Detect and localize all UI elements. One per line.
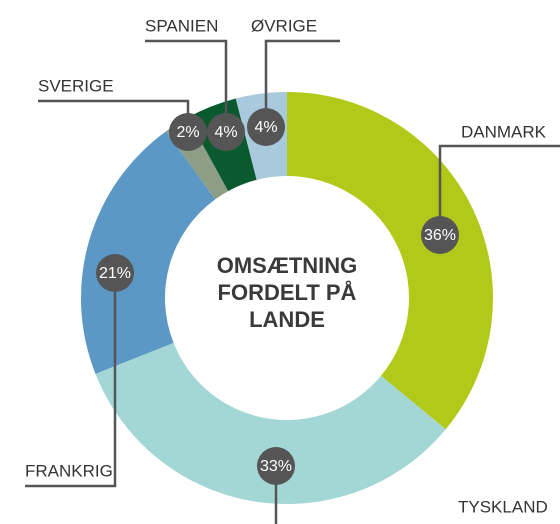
data-label-badge [257, 447, 295, 485]
data-label-badge [207, 113, 245, 151]
data-label: 36% [424, 227, 456, 244]
data-label: 4% [214, 124, 237, 141]
category-label: SPANIEN [145, 16, 218, 35]
data-label: 33% [260, 458, 292, 475]
category-label: FRANKRIG [25, 461, 113, 480]
data-label-badge [169, 113, 207, 151]
data-label: 2% [176, 124, 199, 141]
leader-line [264, 39, 340, 127]
leader-line [438, 144, 560, 235]
category-label: TYSKLAND [458, 497, 548, 516]
category-label: DANMARK [461, 122, 547, 141]
donut-slice [95, 342, 446, 505]
data-label-badge [421, 216, 459, 254]
leader-line [145, 39, 228, 132]
data-label: 21% [99, 265, 131, 282]
data-label-badge [96, 254, 134, 292]
category-label: SVERIGE [38, 76, 114, 95]
donut-slice [287, 92, 494, 430]
leader-line [38, 99, 190, 132]
data-label: 4% [254, 119, 277, 136]
chart-title: OMSÆTNING FORDELT PÅ LANDE [216, 253, 358, 332]
category-label: ØVRIGE [251, 16, 317, 35]
leader-line [25, 273, 117, 488]
data-label-badge [247, 108, 285, 146]
